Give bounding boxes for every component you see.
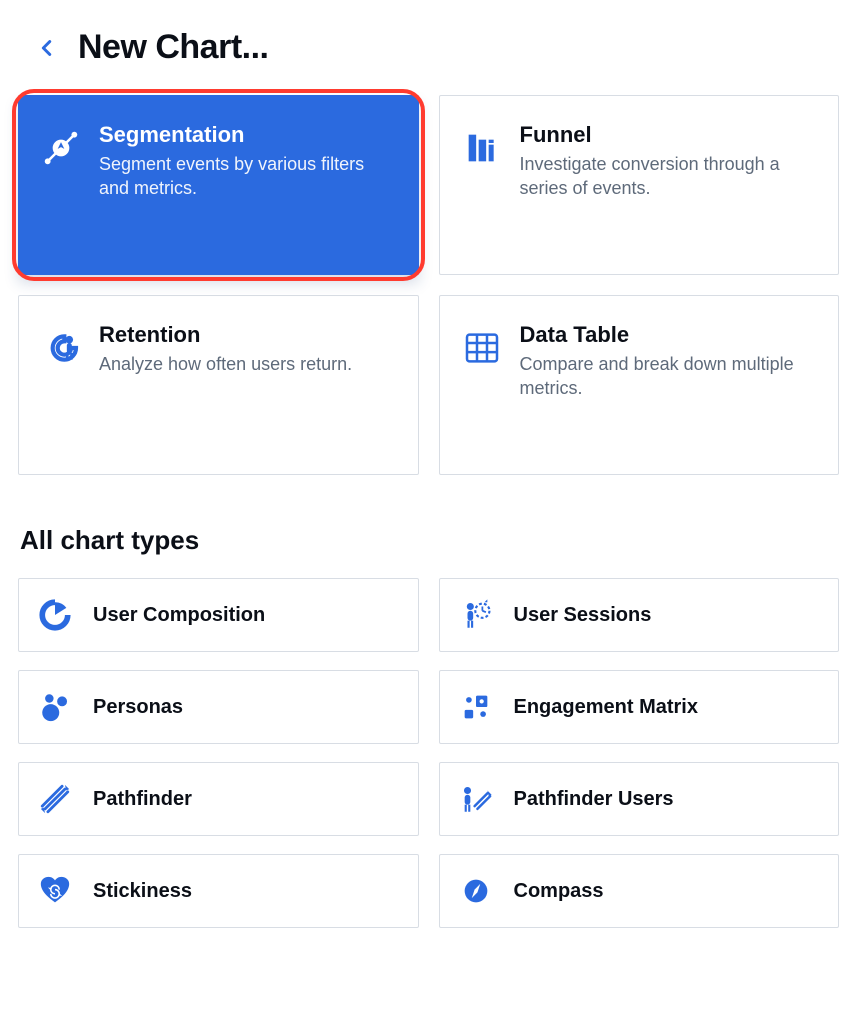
chart-type-personas[interactable]: Personas <box>18 670 419 744</box>
chart-type-stickiness[interactable]: Stickiness <box>18 854 419 928</box>
card-body: Funnel Investigate conversion through a … <box>520 122 817 248</box>
user-sessions-icon <box>458 598 494 632</box>
highlight-ring-wrap: Segmentation Segment events by various f… <box>18 95 419 275</box>
chart-type-user-composition[interactable]: User Composition <box>18 578 419 652</box>
pathfinder-icon <box>37 782 73 816</box>
user-composition-icon <box>37 598 73 632</box>
chart-type-pathfinder[interactable]: Pathfinder <box>18 762 419 836</box>
card-funnel[interactable]: Funnel Investigate conversion through a … <box>439 95 840 275</box>
card-desc: Segment events by various filters and me… <box>99 152 396 201</box>
chart-type-user-sessions[interactable]: User Sessions <box>439 578 840 652</box>
chart-type-label: Engagement Matrix <box>514 696 698 719</box>
engagement-matrix-icon <box>458 690 494 724</box>
chart-type-label: Pathfinder <box>93 788 192 811</box>
retention-icon <box>41 322 81 448</box>
chart-type-label: User Composition <box>93 604 265 627</box>
back-button[interactable] <box>36 37 58 59</box>
chart-type-label: Pathfinder Users <box>514 788 674 811</box>
chart-type-compass[interactable]: Compass <box>439 854 840 928</box>
card-data-table[interactable]: Data Table Compare and break down multip… <box>439 295 840 475</box>
funnel-icon <box>462 122 502 248</box>
chart-type-label: User Sessions <box>514 604 652 627</box>
segmentation-icon <box>41 122 81 248</box>
pathfinder-users-icon <box>458 782 494 816</box>
chart-type-label: Stickiness <box>93 880 192 903</box>
compass-icon <box>458 874 494 908</box>
chart-type-pathfinder-users[interactable]: Pathfinder Users <box>439 762 840 836</box>
section-title: All chart types <box>20 525 839 556</box>
card-title: Data Table <box>520 322 817 348</box>
card-body: Segmentation Segment events by various f… <box>99 122 396 248</box>
card-title: Retention <box>99 322 396 348</box>
chart-type-label: Compass <box>514 880 604 903</box>
data-table-icon <box>462 322 502 448</box>
card-desc: Investigate conversion through a series … <box>520 152 817 201</box>
card-desc: Analyze how often users return. <box>99 352 396 376</box>
chart-types-grid: User Composition User Sessions <box>18 578 839 928</box>
card-body: Data Table Compare and break down multip… <box>520 322 817 448</box>
card-title: Segmentation <box>99 122 396 148</box>
personas-icon <box>37 690 73 724</box>
featured-grid: Segmentation Segment events by various f… <box>18 95 839 475</box>
card-body: Retention Analyze how often users return… <box>99 322 396 448</box>
chart-type-engagement-matrix[interactable]: Engagement Matrix <box>439 670 840 744</box>
header: New Chart... <box>36 28 839 67</box>
stickiness-icon <box>37 874 73 908</box>
chart-type-label: Personas <box>93 696 183 719</box>
page-title: New Chart... <box>78 28 268 67</box>
card-desc: Compare and break down multiple metrics. <box>520 352 817 401</box>
card-title: Funnel <box>520 122 817 148</box>
card-segmentation[interactable]: Segmentation Segment events by various f… <box>18 95 419 275</box>
chevron-left-icon <box>36 37 58 59</box>
card-retention[interactable]: Retention Analyze how often users return… <box>18 295 419 475</box>
